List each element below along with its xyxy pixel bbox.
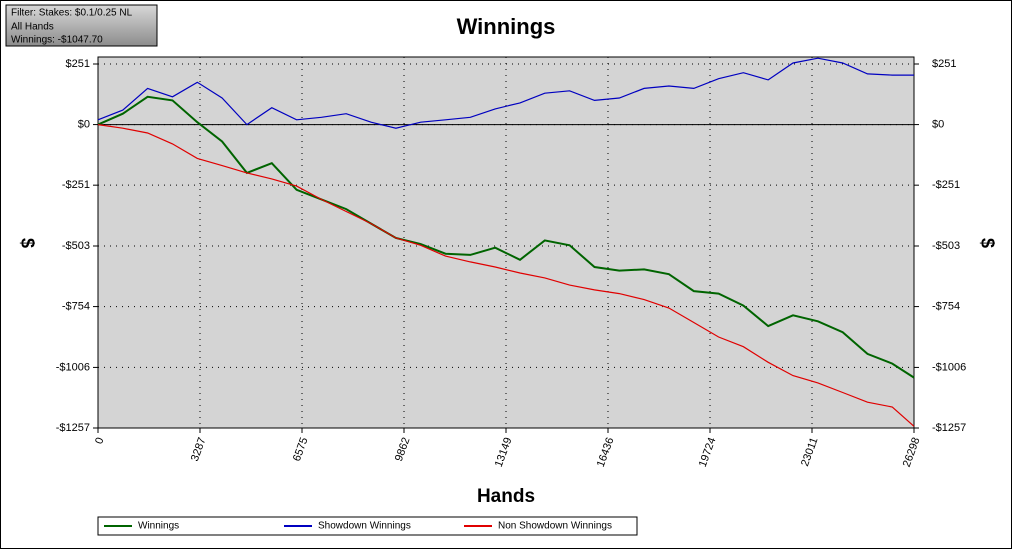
y-tick-label: -$1006	[56, 361, 90, 373]
y2-tick-label: -$1257	[932, 422, 966, 434]
y-tick-label: -$503	[62, 240, 90, 252]
filter-box	[5, 4, 158, 47]
x-axis-label: Hands	[477, 486, 535, 507]
chart-title: Winnings	[457, 14, 556, 39]
y2-tick-label: $0	[932, 118, 944, 130]
series-line	[97, 124, 915, 427]
filter-text: All Hands	[11, 22, 54, 33]
legend-label: Showdown Winnings	[318, 521, 411, 532]
legend-label: Winnings	[138, 521, 179, 532]
y2-axis-label: $	[977, 238, 997, 248]
legend	[97, 516, 638, 536]
y-tick-label: -$754	[62, 300, 90, 312]
x-tick-label: 0	[93, 436, 106, 446]
filter-text: Filter: Stakes: $0.1/0.25 NL	[11, 8, 133, 19]
y2-tick-label: -$251	[932, 179, 960, 191]
y-tick-label: $0	[78, 118, 90, 130]
y2-tick-label: -$1006	[932, 361, 966, 373]
y-tick-label: -$1257	[56, 422, 90, 434]
filter-text: Winnings: -$1047.70	[11, 35, 103, 46]
series-line	[97, 95, 915, 379]
series-line	[97, 57, 914, 129]
plot-area	[97, 56, 915, 429]
y2-tick-label: -$754	[932, 300, 960, 312]
y2-tick-label: $251	[932, 58, 956, 70]
y2-tick-label: -$503	[932, 240, 960, 252]
y-tick-label: -$251	[62, 179, 90, 191]
y-axis-label: $	[17, 238, 37, 248]
y-tick-label: $251	[66, 58, 90, 70]
legend-label: Non Showdown Winnings	[498, 521, 612, 532]
